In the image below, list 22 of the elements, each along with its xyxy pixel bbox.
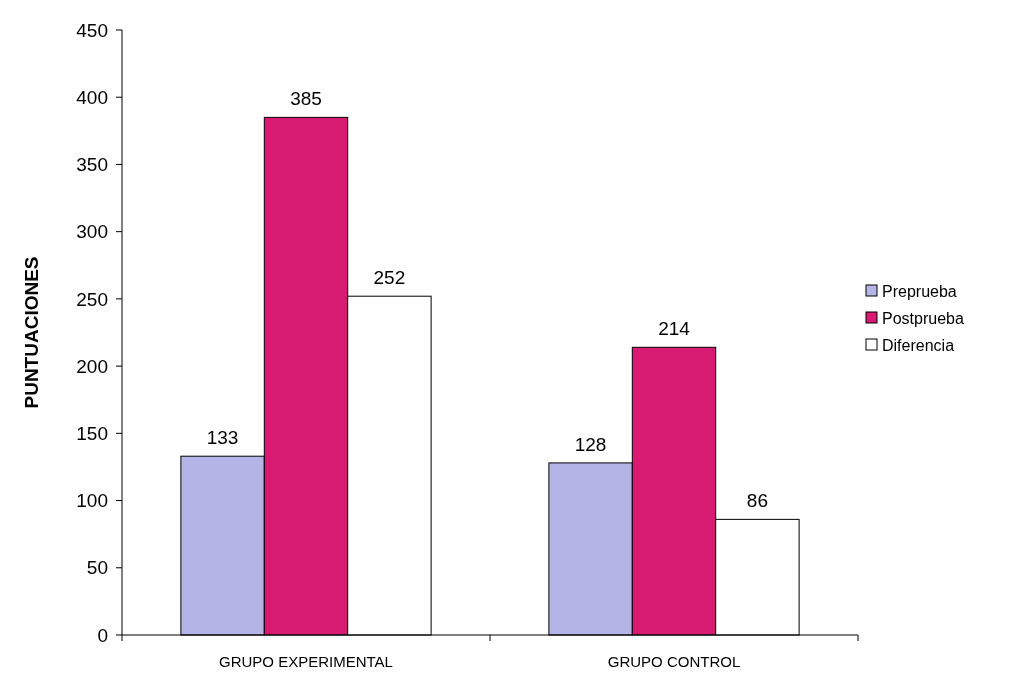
y-tick-label: 100 <box>76 490 108 512</box>
data-label: 252 <box>373 267 406 289</box>
data-label: 86 <box>746 490 768 512</box>
y-tick-label: 150 <box>76 422 108 444</box>
legend-label: Diferencia <box>882 336 955 354</box>
x-tick-label: GRUPO CONTROL <box>607 653 741 670</box>
x-tick-label: GRUPO EXPERIMENTAL <box>219 653 393 670</box>
y-tick-label: 300 <box>76 221 108 243</box>
y-tick-label: 450 <box>76 19 108 41</box>
data-label: 128 <box>574 433 607 455</box>
y-axis-title: PUNTUACIONES <box>21 256 42 409</box>
legend-label: Preprueba <box>882 282 957 300</box>
data-label: 385 <box>290 88 322 110</box>
y-tick-label: 400 <box>76 86 108 108</box>
y-tick-label: 0 <box>97 624 108 646</box>
data-label: 133 <box>206 427 239 449</box>
y-tick-label: 350 <box>76 154 108 176</box>
y-tick-label: 200 <box>76 355 108 377</box>
y-tick-label: 50 <box>86 557 108 579</box>
legend-label: Postprueba <box>882 309 964 327</box>
data-label: 214 <box>658 318 691 340</box>
y-tick-label: 250 <box>76 288 108 310</box>
